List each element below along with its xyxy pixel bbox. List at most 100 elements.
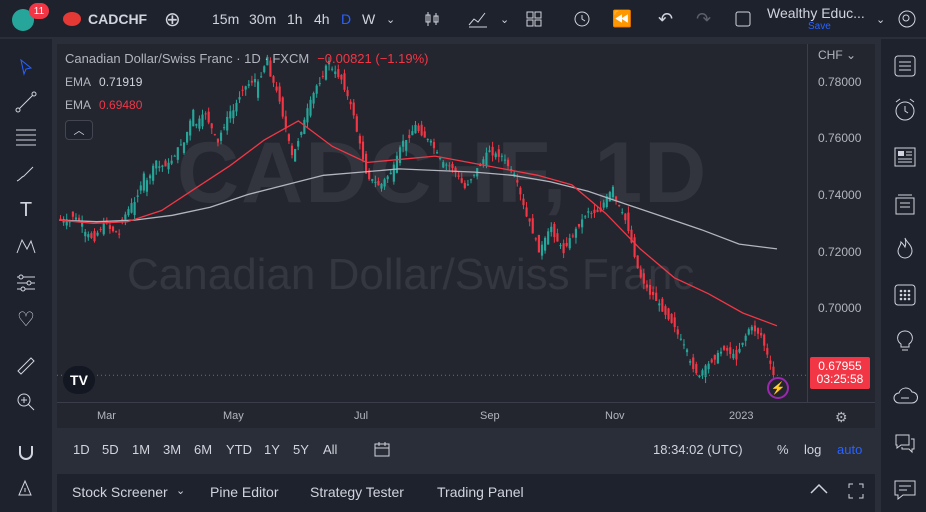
add-symbol-icon[interactable]: ⊕ <box>164 8 181 31</box>
candle-body <box>689 361 692 363</box>
chats-icon[interactable] <box>892 430 918 456</box>
currency-label[interactable]: CHF ⌄ <box>818 48 857 62</box>
candle-body <box>661 298 664 312</box>
patterns-icon[interactable] <box>14 234 38 258</box>
magnet-icon[interactable] <box>14 440 38 464</box>
interval-15m[interactable]: 15m <box>212 11 240 27</box>
candle-body <box>315 85 318 94</box>
interval-dropdown-chevron-icon[interactable]: ⌄ <box>386 13 396 26</box>
candle-body <box>744 335 747 341</box>
tradingview-logo[interactable]: TV <box>63 366 95 394</box>
zoom-icon[interactable] <box>14 390 38 414</box>
tab-strategy-tester[interactable]: Strategy Tester <box>310 484 404 500</box>
ema-legend-1[interactable]: EMA 0.71919 <box>65 75 142 89</box>
layout-name[interactable]: Wealthy Educ... <box>767 5 865 21</box>
ema1-label: EMA <box>65 75 92 89</box>
range-3m[interactable]: 3M <box>163 442 182 457</box>
layout-chevron-icon[interactable]: ⌄ <box>876 13 886 26</box>
cursor-icon[interactable] <box>14 55 38 79</box>
redo-icon[interactable]: ↷ <box>696 8 712 29</box>
screener-chevron-icon[interactable]: ⌄ <box>176 485 186 497</box>
range-1d[interactable]: 1D <box>73 442 90 457</box>
layout-grid-icon[interactable] <box>525 0 543 38</box>
trend-line-icon[interactable] <box>14 90 38 114</box>
range-all[interactable]: All <box>323 442 338 457</box>
candle-body <box>364 153 368 174</box>
interval-30m[interactable]: 30m <box>249 11 277 27</box>
percent-scale-toggle[interactable]: % <box>777 442 789 457</box>
time-tick: May <box>223 410 244 422</box>
interval-1h[interactable]: 1h <box>287 11 303 27</box>
brush-icon[interactable] <box>14 162 38 186</box>
range-5d[interactable]: 5D <box>102 442 119 457</box>
candle-body <box>300 131 303 135</box>
watchlist-icon[interactable] <box>892 53 918 79</box>
favorite-heart-icon[interactable]: ♡ <box>17 308 35 331</box>
range-5y[interactable]: 5Y <box>293 442 309 457</box>
range-1y[interactable]: 1Y <box>264 442 280 457</box>
fullscreen-box-icon[interactable] <box>734 0 752 38</box>
interval-d[interactable]: D <box>341 11 352 27</box>
candle-body <box>525 207 528 217</box>
candle-body <box>287 134 291 141</box>
candle-body <box>127 209 130 216</box>
chart-settings-gear-icon[interactable]: ⚙ <box>835 409 848 425</box>
replay-icon[interactable]: ⏪ <box>612 11 632 28</box>
candle-body <box>334 71 337 74</box>
indicators-chevron-icon[interactable]: ⌄ <box>500 13 510 26</box>
tab-stock-screener[interactable]: Stock Screener <box>72 484 168 500</box>
fib-retracement-icon[interactable] <box>14 125 38 149</box>
price-pane[interactable]: CADCHF, 1D Canadian Dollar/Swiss Franc C… <box>57 44 807 402</box>
ema-legend-2[interactable]: EMA 0.69480 <box>65 98 142 112</box>
ema1-value: 0.71919 <box>99 75 143 89</box>
indicators-icon[interactable] <box>467 0 489 38</box>
auto-scale-toggle[interactable]: auto <box>837 442 863 457</box>
candle-body <box>648 284 652 295</box>
ruler-icon[interactable] <box>14 354 38 378</box>
maximize-panel-icon[interactable] <box>847 482 865 500</box>
search-icon[interactable] <box>897 0 917 38</box>
range-ytd[interactable]: YTD <box>226 442 252 457</box>
lightbulb-icon[interactable] <box>892 328 918 354</box>
utc-clock[interactable]: 18:34:02 (UTC) <box>653 442 743 457</box>
hotlist-flame-icon[interactable] <box>892 235 918 261</box>
candle-body <box>503 159 507 161</box>
news-icon[interactable] <box>892 144 918 170</box>
expand-panel-chevron-icon[interactable] <box>809 482 829 496</box>
ideas-stack-icon[interactable] <box>892 191 918 217</box>
bolt-icon[interactable]: ⚡ <box>767 377 789 399</box>
alarm-clock-icon[interactable] <box>892 97 918 123</box>
save-button[interactable]: Save <box>808 20 831 32</box>
alert-icon[interactable] <box>572 0 594 38</box>
interval-w[interactable]: W <box>362 11 376 27</box>
prediction-icon[interactable] <box>14 271 38 295</box>
candle-body <box>263 66 266 73</box>
chart-area[interactable]: CADCHF, 1D Canadian Dollar/Swiss Franc C… <box>57 44 875 428</box>
message-icon[interactable] <box>892 476 918 502</box>
app-logo[interactable] <box>12 9 34 31</box>
log-scale-toggle[interactable]: log <box>804 442 822 457</box>
tab-pine-editor[interactable]: Pine Editor <box>210 484 279 500</box>
candle-body <box>747 329 750 335</box>
undo-icon[interactable]: ↶ <box>658 8 674 29</box>
range-6m[interactable]: 6M <box>194 442 213 457</box>
candle-body <box>189 120 192 136</box>
chat-cloud-icon[interactable] <box>892 384 918 410</box>
candlestick-plot[interactable] <box>57 44 807 402</box>
collapse-legend-button[interactable]: ︿ <box>65 120 93 140</box>
lock-drawings-icon[interactable] <box>14 476 38 500</box>
range-bar: 1D 5D 1M 3M 6M YTD 1Y 5Y All 18:34:02 (U… <box>57 433 875 467</box>
calendar-grid-icon[interactable] <box>892 282 918 308</box>
text-tool-icon[interactable]: T <box>19 198 33 221</box>
candle-body <box>309 99 312 116</box>
candles-type-icon[interactable] <box>423 0 441 38</box>
time-scale[interactable]: Mar May Jul Sep Nov 2023 ⚙ <box>57 402 875 428</box>
price-scale[interactable]: CHF ⌄ 0.78000 0.76000 0.74000 0.72000 0.… <box>807 44 875 402</box>
time-tick: Nov <box>605 410 625 422</box>
calendar-icon[interactable] <box>373 440 391 458</box>
symbol-search-button[interactable]: CADCHF <box>88 11 148 27</box>
candle-body <box>124 214 127 220</box>
range-1m[interactable]: 1M <box>132 442 151 457</box>
tab-trading-panel[interactable]: Trading Panel <box>437 484 524 500</box>
interval-4h[interactable]: 4h <box>314 11 330 27</box>
